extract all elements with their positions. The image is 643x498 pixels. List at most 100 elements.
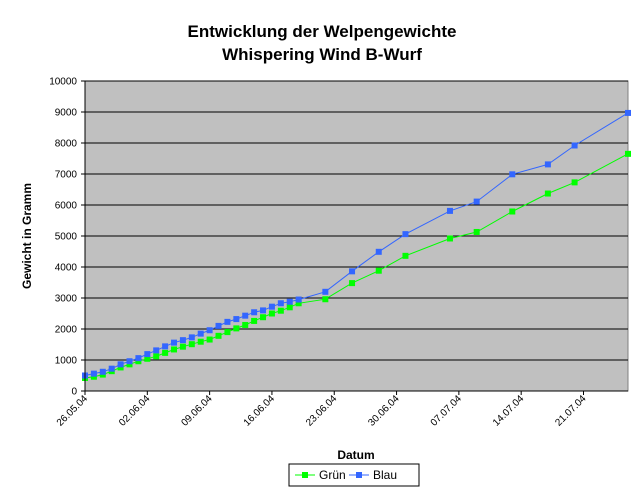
data-point-gruen — [233, 325, 240, 332]
data-point-blau — [625, 109, 631, 116]
data-point-blau — [286, 298, 293, 305]
data-point-blau — [215, 322, 222, 329]
data-point-blau — [509, 171, 516, 178]
y-tick-label: 5000 — [55, 232, 78, 243]
data-point-blau — [473, 198, 480, 205]
data-point-blau — [242, 312, 249, 319]
legend-label-gruen: Grün — [319, 468, 346, 482]
data-point-gruen — [251, 317, 258, 324]
x-tick-label: 14.07.04 — [491, 393, 527, 429]
data-point-gruen — [268, 310, 275, 317]
data-point-gruen — [90, 373, 97, 380]
x-tick-label: 02.06.04 — [117, 393, 153, 429]
y-tick-label: 8000 — [55, 139, 78, 150]
data-point-gruen — [117, 364, 124, 371]
x-tick-label: 26.05.04 — [55, 393, 91, 429]
data-point-gruen — [571, 179, 578, 186]
data-point-gruen — [446, 235, 453, 242]
data-point-blau — [251, 309, 258, 316]
data-point-gruen — [153, 353, 160, 360]
series-layer — [82, 109, 631, 381]
data-point-gruen — [544, 190, 551, 197]
data-point-blau — [233, 316, 240, 323]
data-point-blau — [277, 300, 284, 307]
data-point-blau — [153, 347, 160, 354]
data-point-gruen — [171, 346, 178, 353]
data-point-gruen — [179, 343, 186, 350]
data-point-gruen — [473, 228, 480, 235]
y-tick-label: 6000 — [55, 201, 78, 212]
data-point-gruen — [625, 150, 631, 157]
data-point-gruen — [135, 358, 142, 365]
x-tick-label: 23.06.04 — [304, 393, 340, 429]
x-tick-label: 16.06.04 — [242, 393, 278, 429]
data-point-blau — [322, 288, 329, 295]
legend-item-blau: Blau — [349, 468, 397, 482]
data-point-blau — [544, 161, 551, 168]
chart-title-line-2: Whispering Wind B-Wurf — [222, 45, 422, 64]
data-point-blau — [99, 368, 106, 375]
data-point-gruen — [126, 361, 133, 368]
data-point-blau — [295, 296, 302, 303]
data-point-gruen — [197, 338, 204, 345]
legend-marker-blau — [356, 472, 362, 478]
data-point-gruen — [349, 280, 356, 287]
data-point-blau — [375, 248, 382, 255]
x-tick-label: 07.07.04 — [429, 393, 465, 429]
data-point-gruen — [509, 208, 516, 215]
y-tick-label: 2000 — [55, 325, 78, 336]
y-tick-label: 9000 — [55, 108, 78, 119]
legend-marker-gruen — [302, 472, 308, 478]
x-axis-ticks: 26.05.04 02.06.04 09.06.04 16.06.04 23.06.04… — [55, 391, 589, 429]
data-point-gruen — [215, 332, 222, 339]
data-point-gruen — [260, 314, 267, 321]
data-point-gruen — [188, 341, 195, 348]
data-point-gruen — [144, 355, 151, 362]
y-tick-label: 4000 — [55, 263, 78, 274]
y-tick-label: 10000 — [49, 77, 77, 88]
data-point-blau — [260, 307, 267, 314]
data-point-gruen — [375, 267, 382, 274]
data-point-blau — [144, 351, 151, 358]
data-point-blau — [162, 343, 169, 350]
x-tick-label: 09.06.04 — [179, 393, 215, 429]
data-point-blau — [446, 207, 453, 214]
data-point-blau — [135, 355, 142, 362]
gridlines — [85, 80, 628, 361]
y-axis-ticks: 0 1000 2000 3000 4000 5000 6000 7000 8000 9000 100… — [49, 77, 85, 398]
data-point-gruen — [277, 307, 284, 314]
x-tick-label: 21.07.04 — [553, 393, 589, 429]
y-axis-label: Gewicht in Gramm — [20, 183, 34, 289]
data-point-blau — [206, 327, 213, 334]
data-point-blau — [571, 142, 578, 149]
data-point-gruen — [206, 336, 213, 343]
data-point-gruen — [224, 329, 231, 336]
legend-label-blau: Blau — [373, 468, 397, 482]
data-point-blau — [349, 268, 356, 275]
data-point-gruen — [402, 252, 409, 259]
y-tick-label: 3000 — [55, 294, 78, 305]
data-point-gruen — [162, 349, 169, 356]
y-tick-label: 1000 — [55, 356, 78, 367]
data-point-blau — [402, 231, 409, 238]
data-point-blau — [268, 303, 275, 310]
data-point-gruen — [295, 300, 302, 307]
data-point-blau — [197, 330, 204, 337]
data-point-blau — [224, 318, 231, 325]
x-axis-label: Datum — [337, 448, 374, 462]
data-point-blau — [90, 370, 97, 377]
data-point-gruen — [286, 304, 293, 311]
data-point-blau — [108, 365, 115, 372]
y-tick-label: 0 — [71, 387, 77, 398]
data-point-gruen — [322, 296, 329, 303]
legend: Grün Blau — [288, 463, 420, 487]
data-point-gruen — [242, 321, 249, 328]
data-point-blau — [171, 339, 178, 346]
x-tick-label: 30.06.04 — [366, 393, 402, 429]
data-point-blau — [179, 337, 186, 344]
chart-title-line-1: Entwicklung der Welpengewichte — [188, 22, 457, 41]
data-point-blau — [117, 361, 124, 368]
y-tick-label: 7000 — [55, 170, 78, 181]
data-point-blau — [188, 334, 195, 341]
